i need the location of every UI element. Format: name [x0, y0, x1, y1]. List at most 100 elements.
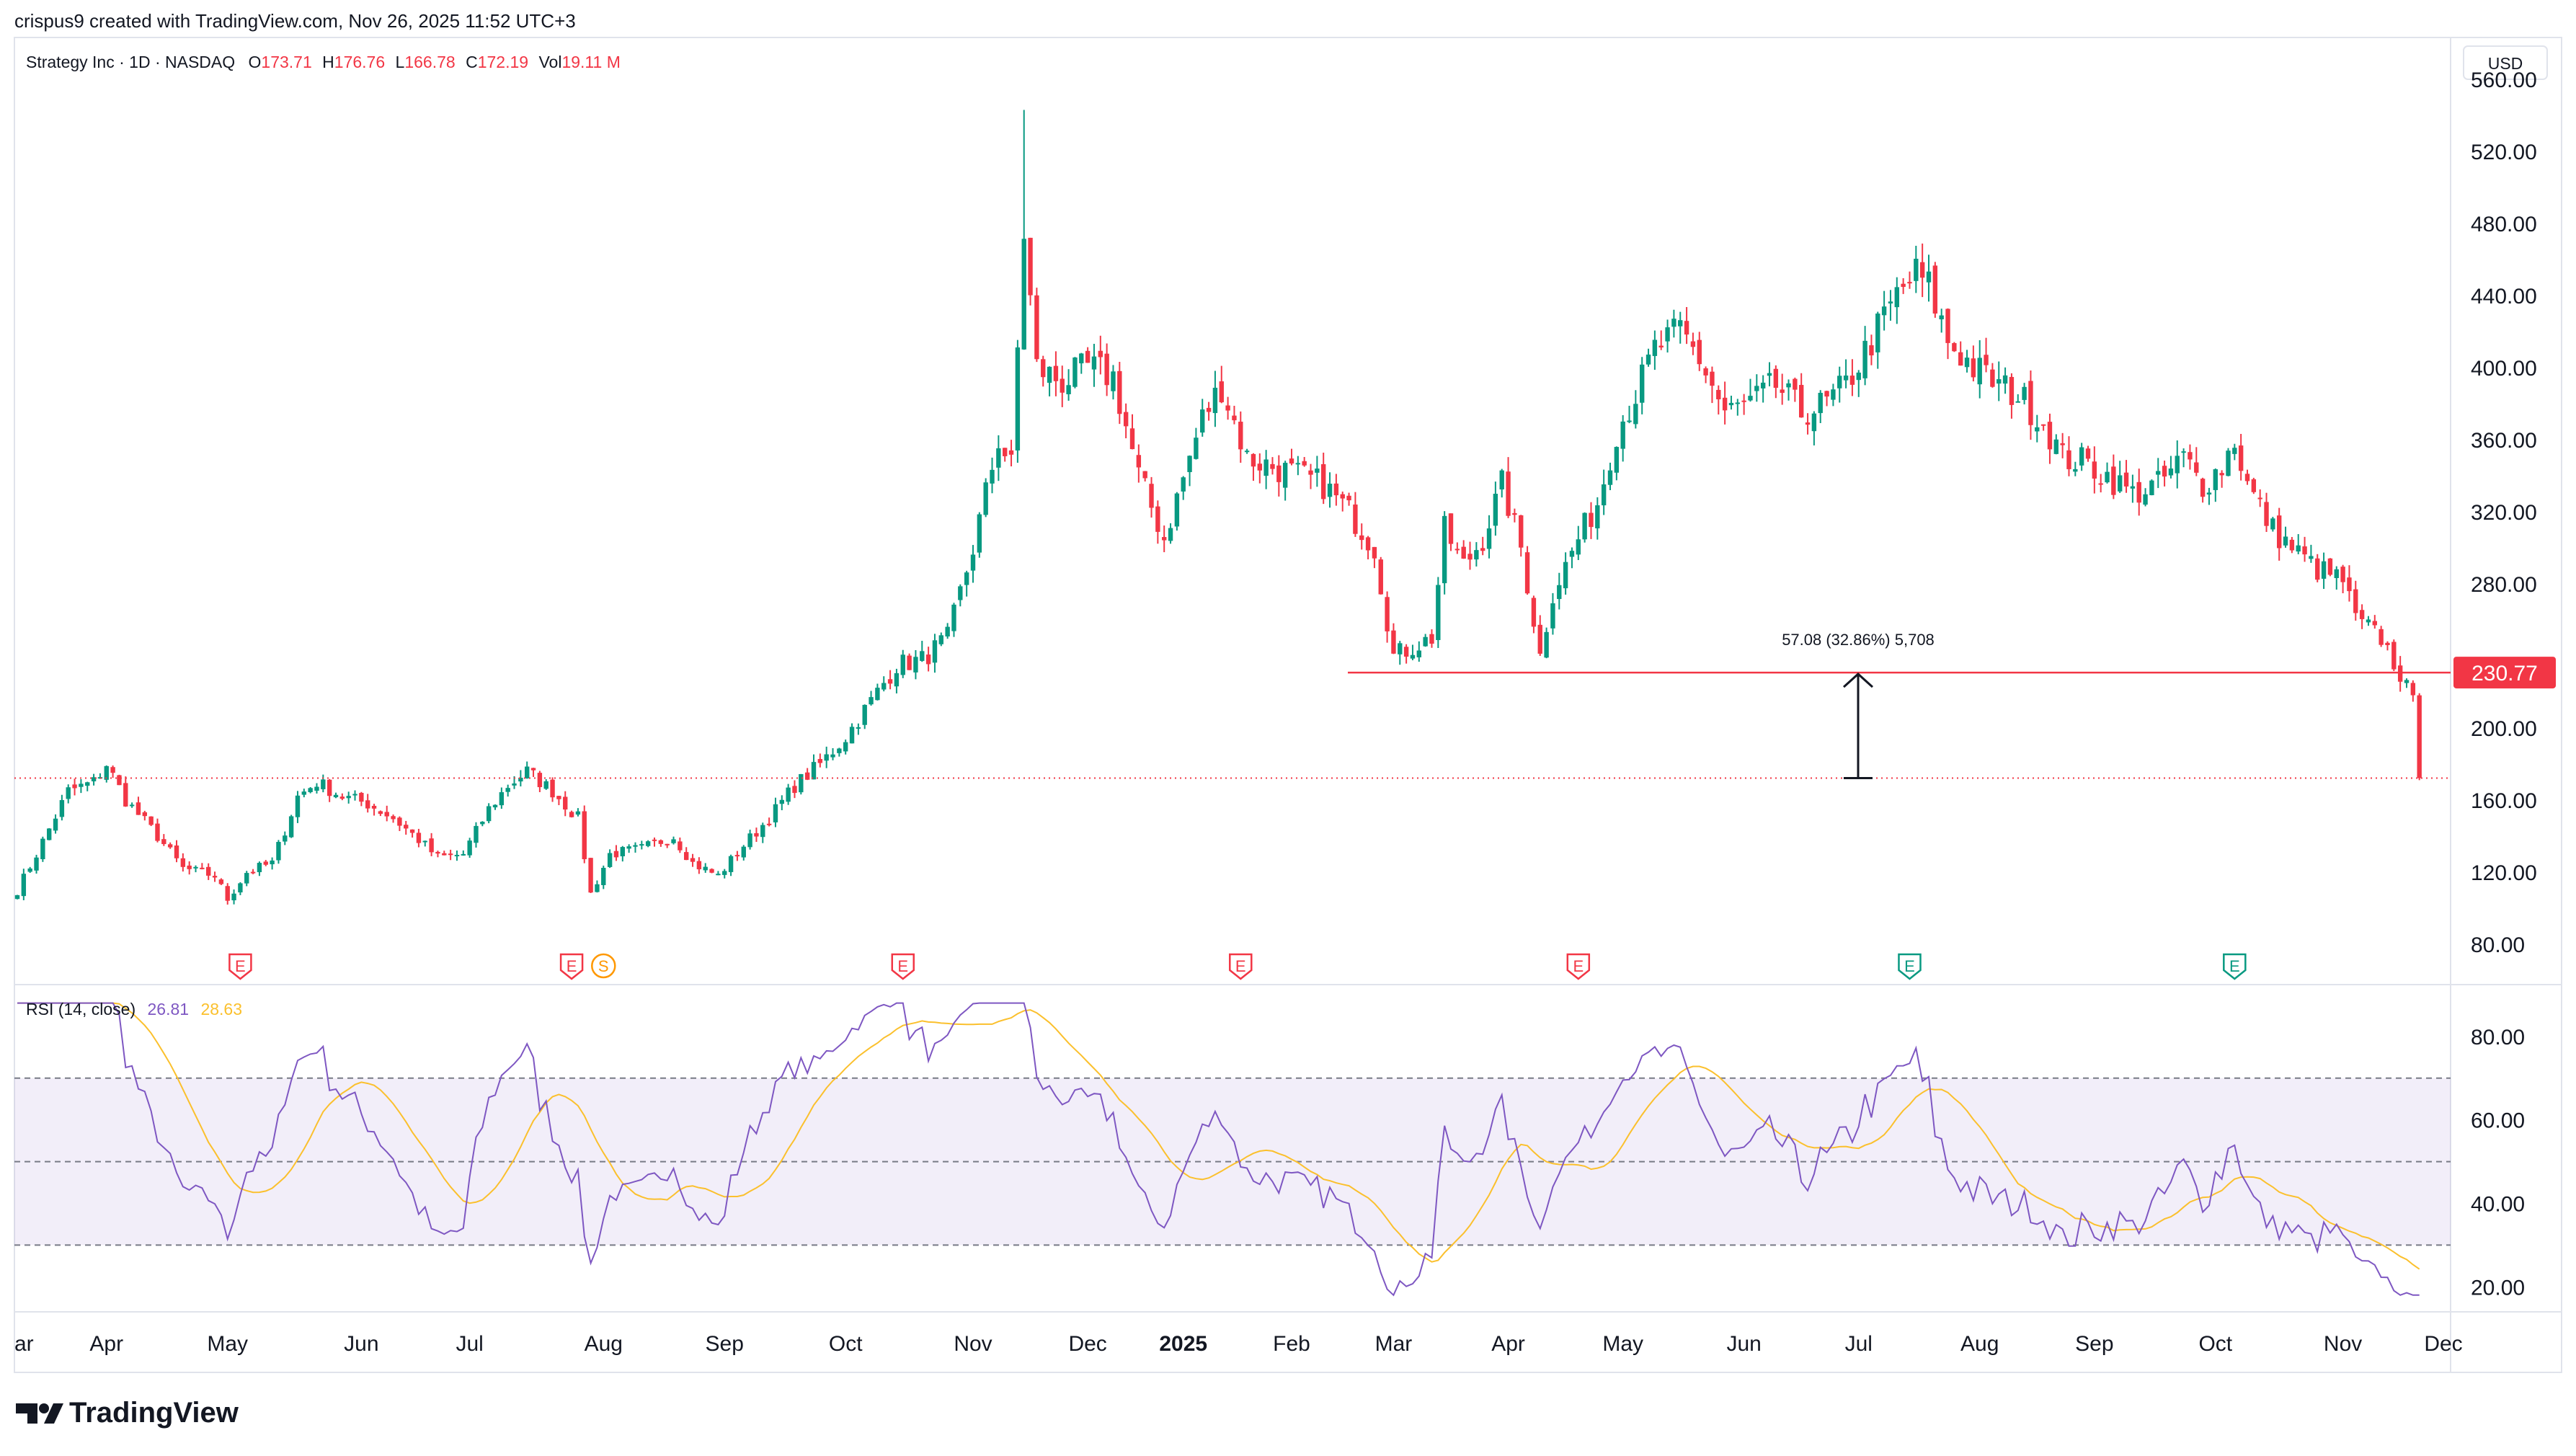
candle-body	[1849, 376, 1855, 385]
candle-body	[218, 879, 224, 884]
rsi-axis[interactable]: 20.00 40.00 60.00 80.00	[2471, 1026, 2525, 1300]
time-tick-label: May	[1602, 1332, 1643, 1356]
candle-body	[543, 781, 548, 789]
currency-button[interactable]	[2463, 45, 2548, 80]
candle-body	[875, 688, 880, 701]
candle-body	[2232, 448, 2237, 454]
split-event-marker[interactable]	[591, 953, 616, 979]
candle-body	[2315, 558, 2320, 580]
candle-body	[1881, 306, 1887, 316]
candle-body	[1888, 301, 1893, 304]
candle-body	[1282, 463, 1288, 488]
candle-body	[684, 852, 689, 861]
candle-body	[47, 828, 52, 840]
candle-body	[1467, 554, 1473, 560]
low-value: 166.78	[404, 53, 455, 71]
candle-body	[2002, 375, 2008, 384]
candle-body	[180, 858, 186, 867]
candle-body	[1595, 505, 1600, 529]
earnings-event-marker[interactable]	[2223, 953, 2247, 980]
candle-body	[1977, 358, 1982, 385]
time-tick-label: Dec	[2424, 1332, 2462, 1356]
candle-body	[1480, 548, 1485, 551]
candle-body	[1327, 484, 1333, 497]
price-tick-label: 160.00	[2471, 789, 2537, 813]
price-tick-label: 400.00	[2471, 357, 2537, 381]
candle-body	[1257, 463, 1262, 471]
candle-body	[1187, 456, 1192, 472]
candle-body	[314, 786, 319, 791]
earnings-event-marker[interactable]	[1229, 953, 1253, 980]
earnings-event-marker[interactable]	[891, 953, 915, 980]
earnings-event-marker[interactable]	[559, 953, 584, 980]
candle-body	[1276, 465, 1282, 482]
candle-body	[2130, 486, 2136, 489]
candle-body	[2353, 589, 2358, 613]
candle-body	[257, 863, 262, 872]
earnings-event-marker[interactable]	[228, 953, 252, 980]
event-label: E	[567, 957, 577, 975]
candle-body	[1391, 630, 1396, 654]
candle-body	[1225, 405, 1230, 411]
candle-body	[2060, 443, 2065, 445]
candle-body	[1620, 421, 1625, 449]
candle-body	[1028, 237, 1033, 296]
earnings-event-marker[interactable]	[1566, 953, 1591, 980]
candle-body	[2251, 479, 2257, 492]
price-axis[interactable]: 80.00 120.00 160.00 200.00 280.00 320.00 360.0…	[2471, 68, 2537, 957]
candle-body	[645, 841, 651, 846]
candle-body	[665, 843, 670, 845]
candle-body	[1582, 512, 1587, 540]
candle-body	[2379, 629, 2384, 645]
candle-body	[2327, 558, 2333, 575]
candle-body	[1486, 528, 1492, 549]
candle-body	[1321, 463, 1326, 500]
candle-body	[1194, 438, 1199, 459]
candle-body	[1971, 358, 1976, 378]
chart-frame	[14, 37, 2562, 1373]
candle-body	[448, 853, 453, 856]
candle-body	[474, 825, 479, 843]
candle-body	[136, 802, 141, 815]
candle-body	[703, 866, 708, 871]
candle-body	[1557, 585, 1562, 600]
candle-body	[97, 777, 103, 779]
candle-body	[747, 833, 752, 848]
candle-body	[1576, 539, 1581, 555]
candle-body	[2194, 462, 2199, 473]
candle-body	[1716, 389, 1721, 399]
candle-body	[1735, 402, 1740, 404]
candle-body	[129, 804, 135, 807]
candle-body	[792, 786, 797, 794]
rsi-band-lines	[14, 1077, 2451, 1246]
candle-body	[1869, 345, 1874, 356]
candle-body	[766, 823, 772, 825]
candle-body	[1021, 239, 1026, 350]
candle-body	[2079, 447, 2084, 466]
candle-body	[2156, 471, 2161, 475]
candle-body	[1671, 319, 1676, 327]
time-axis[interactable]: ar Apr May Jun Jul Aug Sep Oct Nov Dec 2025 Feb Mar A…	[14, 1332, 2463, 1356]
candle-body	[34, 857, 39, 871]
measure-tool[interactable]: 57.08 (32.86%) 5,708	[1782, 631, 1935, 780]
candle-body	[652, 839, 657, 841]
candle-body	[327, 779, 332, 796]
candle-body	[2257, 497, 2262, 500]
candle-body	[391, 816, 396, 820]
earnings-event-marker[interactable]	[1898, 953, 1922, 980]
rsi-value: 26.81	[148, 1000, 190, 1018]
candle-body	[1843, 376, 1849, 381]
candle-body	[1003, 448, 1008, 456]
candle-body	[2188, 452, 2193, 460]
candle-body	[530, 768, 536, 771]
candle-body	[1066, 385, 1071, 394]
time-tick-label: Aug	[585, 1332, 623, 1356]
time-tick-label: Jun	[1726, 1332, 1761, 1356]
rsi-ma-value: 28.63	[200, 1000, 242, 1018]
candle-body	[595, 884, 600, 892]
candle-body	[66, 787, 71, 799]
candle-body	[951, 604, 956, 631]
candle-body	[1658, 345, 1664, 348]
tradingview-logo[interactable]: TradingView	[16, 1397, 239, 1429]
candle-body	[1741, 400, 1746, 402]
